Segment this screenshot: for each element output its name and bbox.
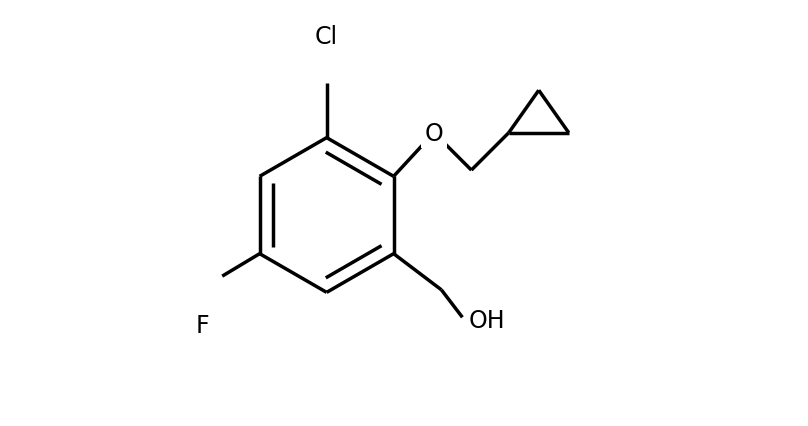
Text: F: F (196, 313, 209, 337)
Text: O: O (424, 121, 444, 145)
Text: Cl: Cl (315, 25, 339, 49)
Text: OH: OH (469, 308, 506, 332)
